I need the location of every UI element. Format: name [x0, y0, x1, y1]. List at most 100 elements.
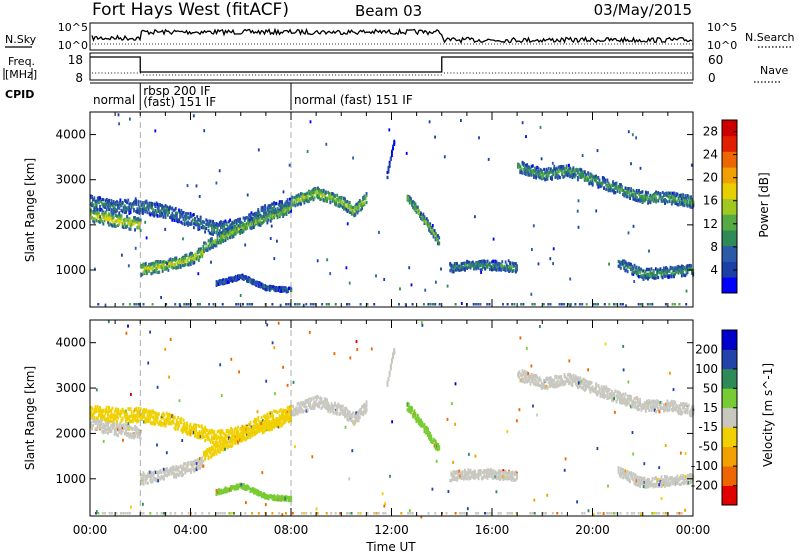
echo-cell: [253, 432, 256, 436]
echo-cell: [166, 266, 169, 270]
echo-cell: [207, 239, 210, 243]
echo-cell: [121, 426, 124, 430]
echo-cell: [121, 253, 123, 257]
echo-cell: [214, 225, 217, 229]
echo-cell: [183, 256, 186, 260]
echo-cell: [181, 221, 184, 226]
echo-cell: [172, 216, 175, 220]
echo-cell: [207, 222, 210, 226]
echo-cell: [267, 211, 270, 215]
echo-cell: [90, 208, 92, 212]
echo-cell: [169, 417, 171, 421]
echo-cell: [234, 435, 237, 439]
echo-cell: [243, 275, 246, 279]
echo-cell: [682, 203, 685, 207]
echo-cell: [180, 213, 183, 217]
echo-cell: [168, 258, 171, 262]
echo-cell: [490, 265, 492, 269]
echo-cell: [281, 414, 283, 419]
echo-cell: [152, 264, 155, 268]
echo-cell: [99, 204, 101, 208]
echo-cell: [587, 172, 590, 176]
echo-cell: [511, 269, 514, 273]
echo-cell: [462, 267, 465, 271]
echo-cell: [679, 202, 682, 206]
echo-cell: [186, 184, 189, 188]
echo-cell: [206, 219, 209, 223]
echo-cell: [549, 176, 552, 180]
echo-cell: [149, 201, 152, 205]
echo-cell: [153, 417, 156, 421]
echo-cell: [152, 409, 155, 413]
echo-cell: [303, 192, 306, 196]
echo-cell: [668, 269, 671, 273]
echo-cell: [255, 212, 257, 216]
echo-cell: [183, 222, 186, 226]
echo-cell: [677, 271, 680, 275]
echo-cell: [249, 213, 252, 217]
echo-cell: [640, 267, 643, 271]
echo-cell: [506, 264, 509, 269]
echo-cell: [592, 303, 595, 306]
echo-cell: [675, 266, 678, 271]
echo-cell: [637, 303, 640, 306]
echo-cell: [165, 260, 167, 264]
echo-cell: [220, 430, 222, 435]
echo-cell: [200, 457, 203, 461]
echo-cell: [670, 266, 673, 270]
echo-cell: [672, 191, 674, 195]
echo-cell: [234, 220, 237, 224]
echo-cell: [281, 285, 284, 290]
echo-cell: [267, 204, 270, 208]
echo-cell: [170, 472, 173, 476]
echo-cell: [137, 430, 140, 435]
echo-cell: [186, 461, 189, 465]
echo-cell: [282, 214, 285, 218]
echo-cell: [551, 161, 554, 165]
echo-cell: [257, 221, 260, 225]
echo-cell: [133, 303, 136, 306]
echo-cell: [661, 195, 664, 199]
echo-cell: [663, 192, 665, 196]
echo-cell: [278, 200, 281, 204]
echo-cell: [309, 401, 311, 405]
echo-cell: [248, 213, 251, 217]
echo-cell: [95, 199, 98, 203]
echo-cell: [413, 207, 416, 211]
echo-cell: [126, 433, 129, 437]
echo-cell: [235, 230, 238, 234]
echo-cell: [157, 265, 160, 269]
echo-cell: [303, 198, 306, 202]
echo-cell: [391, 150, 393, 155]
echo-cell: [269, 287, 272, 291]
echo-cell: [233, 277, 236, 282]
echo-cell: [260, 222, 263, 226]
echo-cell: [685, 203, 688, 207]
echo-cell: [206, 223, 209, 227]
echo-cell: [559, 167, 561, 171]
echo-cell: [189, 215, 192, 219]
echo-cell: [130, 413, 133, 417]
echo-cell: [691, 271, 693, 275]
echo-cell: [178, 257, 181, 262]
echo-cell: [237, 277, 239, 281]
echo-cell: [645, 273, 648, 277]
echo-cell: [151, 409, 153, 413]
echo-cell: [422, 212, 425, 216]
echo-cell: [113, 220, 116, 224]
echo-cell: [250, 226, 253, 230]
echo-cell: [290, 209, 292, 214]
echo-cell: [631, 268, 634, 272]
echo-cell: [226, 233, 229, 237]
echo-cell: [169, 262, 172, 266]
echo-cell: [157, 472, 160, 476]
echo-cell: [539, 172, 542, 176]
echo-cell: [311, 189, 314, 193]
echo-cell: [570, 171, 573, 175]
echo-cell: [568, 172, 570, 176]
echo-cell: [208, 438, 211, 442]
echo-cell: [224, 433, 227, 437]
echo-cell: [647, 277, 649, 281]
echo-cell: [208, 242, 211, 246]
echo-cell: [647, 268, 649, 272]
